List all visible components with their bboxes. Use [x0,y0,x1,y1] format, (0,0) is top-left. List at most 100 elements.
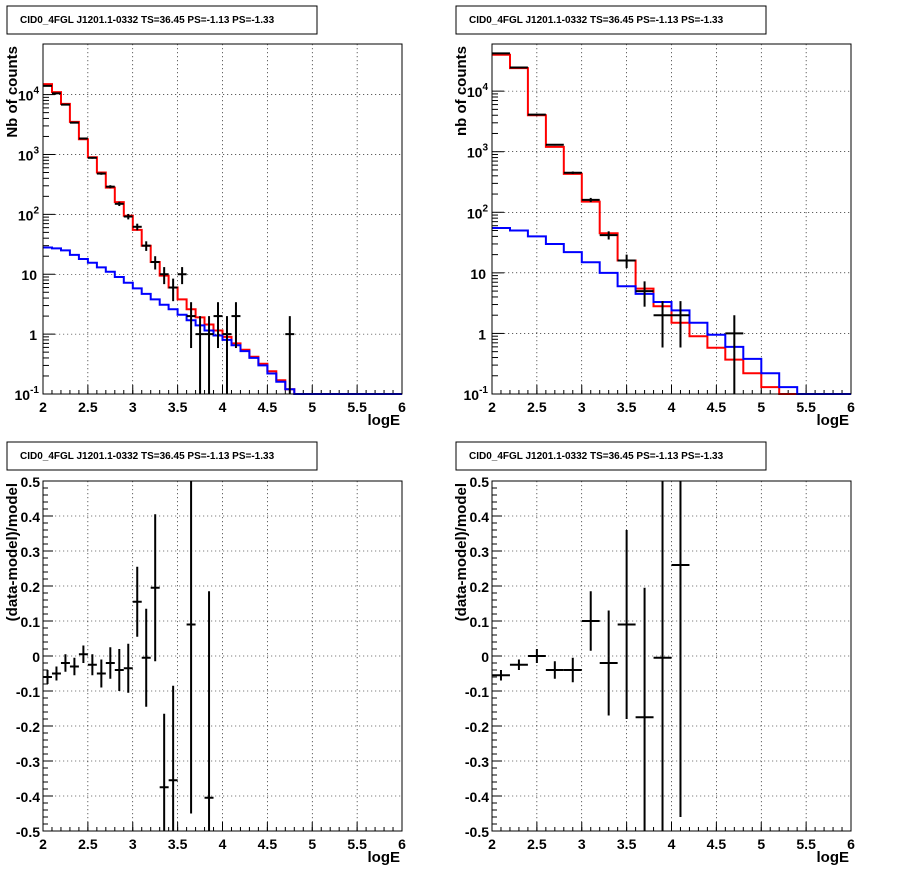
data-point [87,654,97,676]
data-point [60,103,70,106]
y-tick-label: 0.2 [470,579,490,595]
x-tick-label: 4.5 [707,836,727,852]
y-axis-label: Nb of counts [4,46,21,138]
data-point [545,661,564,679]
y-tick-label: 10 [470,266,486,282]
data-point [132,223,142,231]
y-tick-label: -0.1 [16,684,40,700]
chart-panel-3: 2 2.5 3 3.5 4 4.5 5 5.5 6 -0.5 -0.4 -0.3 -0.2 -0.1 0 0.… [4,441,406,866]
x-tick-label: 6 [847,399,855,415]
title-box [455,441,767,471]
data-point [671,481,690,817]
x-tick-label: 2 [488,836,496,852]
data-point [132,566,142,637]
x-tick-label: 2.5 [527,399,547,415]
data-point [51,666,61,681]
data-point [123,213,133,220]
y-tick-label: 0.4 [470,509,490,525]
y-tick-label: -0.4 [465,789,489,805]
data-point [168,685,178,831]
data-point [150,514,160,662]
y-tick-label: -0.2 [16,719,40,735]
x-tick-label: 4 [668,399,676,415]
data-point [527,649,546,663]
data-point [599,231,618,240]
y-tick-label: 1 [478,326,486,342]
chart-title: CID0_4FGL J1201.1-0332 TS=36.45 PS=-1.13… [469,15,724,26]
data-point [159,713,169,831]
x-tick-label: 5 [308,836,316,852]
y-tick-label: 0.1 [21,614,41,630]
y-axis-label: (data-model)/model [453,483,470,621]
data-point [60,654,70,672]
y-tick-label: 102 [467,203,489,221]
x-tick-label: 6 [398,836,406,852]
y-tick-label: 0.2 [21,579,41,595]
data-point [186,302,196,349]
x-tick-label: 5.5 [347,399,367,415]
chart-title: CID0_4FGL J1201.1-0332 TS=36.45 PS=-1.13… [20,15,275,26]
plot-frame [42,480,403,832]
data-point [635,587,654,831]
x-tick-label: 2 [488,399,496,415]
data-point [231,302,241,349]
data-point [141,241,151,251]
y-tick-label: 103 [467,143,489,161]
y-tick-label: 10 [21,267,37,283]
y-tick-label: 0.3 [21,544,41,560]
data-point [527,113,546,116]
x-tick-label: 2.5 [78,399,98,415]
data-point [653,301,672,348]
data-point [123,643,133,693]
x-tick-label: 2 [39,399,47,415]
data-point [509,659,528,670]
x-tick-label: 5.5 [796,399,816,415]
data-point [204,591,214,831]
chart-panel-4: 2 2.5 3 3.5 4 4.5 5 5.5 6 -0.5 -0.4 -0.3 -0.2 -0.1 0 0.… [453,441,855,866]
x-tick-label: 6 [398,399,406,415]
x-tick-label: 2.5 [527,836,547,852]
x-tick-label: 4 [219,399,227,415]
data-point [69,657,79,676]
data-point [581,197,600,203]
data-point [563,657,582,683]
data-point [492,670,510,681]
data-point [599,610,618,716]
data-point [222,316,232,394]
data-point [168,278,178,302]
data-point [69,121,79,124]
y-tick-label: 0.1 [470,614,490,630]
x-axis-label: logE [817,412,850,429]
plot-frame [491,43,852,395]
x-tick-label: 3 [578,399,586,415]
chart-panel-1: 2 2.5 3 3.5 4 4.5 5 5.5 6 10-1 1 10 102 103 104 logE Nb … [4,5,406,429]
x-tick-label: 3.5 [617,399,637,415]
data-point [51,92,61,95]
y-tick-label: -0.4 [16,789,40,805]
y-tick-label: 10-1 [464,385,489,403]
data-point [43,670,52,684]
x-tick-label: 2.5 [78,836,98,852]
data-point [141,608,151,707]
x-tick-label: 5 [757,399,765,415]
data-point [87,156,97,159]
y-tick-label: 0.5 [470,474,490,490]
data-point [195,316,205,394]
data-point [96,659,106,688]
y-tick-label: 104 [467,82,489,100]
y-axis-label: (data-model)/model [4,483,21,621]
x-tick-label: 5.5 [796,836,816,852]
chart-panel-2: 2 2.5 3 3.5 4 4.5 5 5.5 6 10-1 1 10 102 103 104 logE nb … [453,5,855,429]
y-tick-label: 102 [18,205,40,223]
data-point [204,316,214,394]
x-axis-label: logE [368,412,401,429]
data-point [285,316,295,394]
data-point [150,256,160,270]
data-point [78,137,88,140]
data-point [213,302,223,349]
chart-title: CID0_4FGL J1201.1-0332 TS=36.45 PS=-1.13… [20,451,275,462]
x-tick-label: 4.5 [258,399,278,415]
x-tick-label: 5 [308,399,316,415]
y-axis-label: nb of counts [453,46,470,136]
